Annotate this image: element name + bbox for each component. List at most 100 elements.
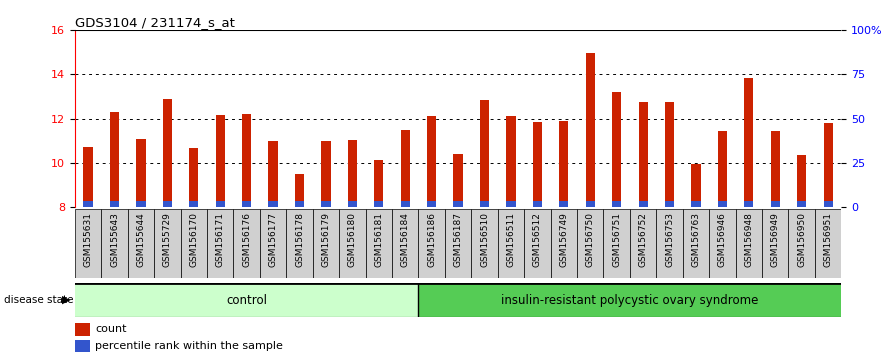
Text: GSM156753: GSM156753 — [665, 212, 674, 267]
Bar — [322, 201, 330, 207]
Bar — [665, 102, 674, 207]
Text: percentile rank within the sample: percentile rank within the sample — [95, 341, 283, 351]
Bar — [639, 102, 648, 207]
Text: control: control — [226, 293, 267, 307]
Bar — [551, 209, 577, 278]
Bar — [392, 209, 418, 278]
Text: GSM156177: GSM156177 — [269, 212, 278, 267]
Bar — [181, 209, 207, 278]
Bar — [797, 201, 806, 207]
Bar — [295, 174, 304, 207]
Text: count: count — [95, 324, 127, 334]
Bar — [718, 201, 727, 207]
Bar — [295, 201, 304, 207]
Bar — [630, 209, 656, 278]
Bar — [471, 209, 498, 278]
Bar — [233, 209, 260, 278]
Bar — [216, 201, 225, 207]
Bar — [507, 116, 515, 207]
Bar — [577, 209, 603, 278]
Bar — [269, 141, 278, 207]
Bar — [797, 155, 806, 207]
Bar — [824, 123, 833, 207]
Bar — [75, 209, 101, 278]
Text: GSM156170: GSM156170 — [189, 212, 198, 267]
Bar — [639, 201, 648, 207]
Bar — [709, 209, 736, 278]
Text: GSM156171: GSM156171 — [216, 212, 225, 267]
Text: GSM156949: GSM156949 — [771, 212, 780, 267]
Bar — [788, 209, 815, 278]
Bar — [718, 131, 727, 207]
Text: GSM155644: GSM155644 — [137, 212, 145, 267]
Bar — [110, 201, 119, 207]
Text: GSM156946: GSM156946 — [718, 212, 727, 267]
Text: GSM156948: GSM156948 — [744, 212, 753, 267]
Bar — [736, 209, 762, 278]
Bar — [533, 122, 542, 207]
Text: GSM156186: GSM156186 — [427, 212, 436, 267]
Bar — [524, 209, 551, 278]
Text: insulin-resistant polycystic ovary syndrome: insulin-resistant polycystic ovary syndr… — [501, 293, 759, 307]
Bar — [216, 115, 225, 207]
Bar — [692, 164, 700, 207]
Text: GSM156184: GSM156184 — [401, 212, 410, 267]
Bar — [744, 201, 753, 207]
Bar — [163, 99, 172, 207]
Bar — [586, 53, 595, 207]
Bar — [656, 209, 683, 278]
Text: GSM156951: GSM156951 — [824, 212, 833, 267]
Bar — [339, 209, 366, 278]
Text: GSM156763: GSM156763 — [692, 212, 700, 267]
Bar — [692, 201, 700, 207]
Bar — [401, 130, 410, 207]
Bar — [454, 201, 463, 207]
Bar — [454, 154, 463, 207]
Bar — [480, 100, 489, 207]
Text: GSM156187: GSM156187 — [454, 212, 463, 267]
Bar — [75, 323, 90, 336]
Bar — [418, 209, 445, 278]
Bar — [445, 209, 471, 278]
Text: GSM155643: GSM155643 — [110, 212, 119, 267]
Text: GSM155631: GSM155631 — [84, 212, 93, 267]
Bar — [427, 201, 436, 207]
Text: GSM156511: GSM156511 — [507, 212, 515, 267]
Bar — [189, 148, 198, 207]
Text: GSM156749: GSM156749 — [559, 212, 568, 267]
Bar — [242, 114, 251, 207]
Text: GSM156510: GSM156510 — [480, 212, 489, 267]
Text: GSM156176: GSM156176 — [242, 212, 251, 267]
Bar — [612, 92, 621, 207]
Bar — [207, 209, 233, 278]
Bar — [137, 201, 145, 207]
Text: ▶: ▶ — [62, 295, 70, 305]
Bar — [260, 209, 286, 278]
Bar — [84, 147, 93, 207]
Text: disease state: disease state — [4, 295, 74, 305]
Bar — [189, 201, 198, 207]
Bar — [815, 209, 841, 278]
Bar — [762, 209, 788, 278]
Text: GSM156179: GSM156179 — [322, 212, 330, 267]
Text: GSM156751: GSM156751 — [612, 212, 621, 267]
Bar — [480, 201, 489, 207]
Bar — [374, 160, 383, 207]
Bar — [163, 201, 172, 207]
Text: GSM156180: GSM156180 — [348, 212, 357, 267]
Bar — [374, 201, 383, 207]
Bar — [242, 201, 251, 207]
Text: GSM156178: GSM156178 — [295, 212, 304, 267]
Bar — [665, 201, 674, 207]
Bar — [586, 201, 595, 207]
Bar — [101, 209, 128, 278]
Bar — [137, 138, 145, 207]
Bar — [84, 201, 93, 207]
Bar — [286, 209, 313, 278]
Bar — [498, 209, 524, 278]
Text: GSM156752: GSM156752 — [639, 212, 648, 267]
Bar — [366, 209, 392, 278]
Text: GSM156512: GSM156512 — [533, 212, 542, 267]
Bar — [75, 283, 418, 317]
Bar — [348, 201, 357, 207]
